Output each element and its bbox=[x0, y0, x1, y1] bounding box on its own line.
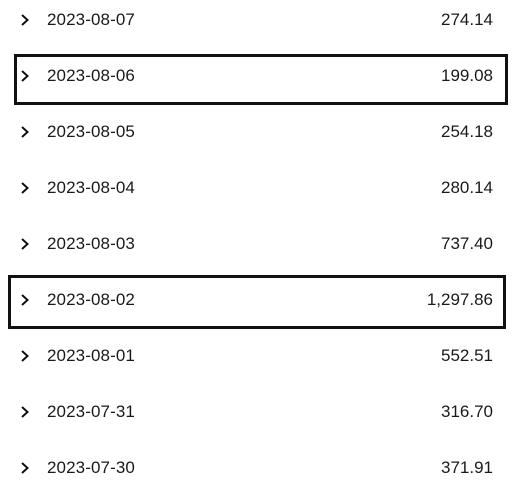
row-amount: 316.70 bbox=[441, 402, 493, 421]
row-amount: 371.91 bbox=[441, 458, 493, 477]
list-item[interactable]: 2023-08-05 254.18 bbox=[0, 104, 519, 160]
row-date: 2023-08-07 bbox=[47, 10, 135, 29]
row-amount: 254.18 bbox=[441, 122, 493, 141]
chevron-right-icon[interactable] bbox=[19, 238, 31, 250]
list-item[interactable]: 2023-08-07 274.14 bbox=[0, 0, 519, 48]
row-amount: 1,297.86 bbox=[426, 290, 493, 309]
row-amount: 274.14 bbox=[441, 10, 493, 29]
chevron-right-icon[interactable] bbox=[19, 14, 31, 26]
list-item[interactable]: 2023-08-02 1,297.86 bbox=[0, 272, 519, 328]
row-date: 2023-08-06 bbox=[47, 66, 135, 85]
list-item[interactable]: 2023-07-30 371.91 bbox=[0, 440, 519, 496]
row-amount: 280.14 bbox=[441, 178, 493, 197]
row-amount: 737.40 bbox=[441, 234, 493, 253]
chevron-right-icon[interactable] bbox=[19, 294, 31, 306]
row-amount: 199.08 bbox=[441, 66, 493, 85]
row-date: 2023-08-01 bbox=[47, 346, 135, 365]
row-date: 2023-07-30 bbox=[47, 458, 135, 477]
chevron-right-icon[interactable] bbox=[19, 126, 31, 138]
list-item[interactable]: 2023-08-06 199.08 bbox=[0, 48, 519, 104]
list-item[interactable]: 2023-08-04 280.14 bbox=[0, 160, 519, 216]
chevron-right-icon[interactable] bbox=[19, 182, 31, 194]
chevron-right-icon[interactable] bbox=[19, 350, 31, 362]
list-item[interactable]: 2023-08-01 552.51 bbox=[0, 328, 519, 384]
list-item[interactable]: 2023-08-03 737.40 bbox=[0, 216, 519, 272]
chevron-right-icon[interactable] bbox=[19, 70, 31, 82]
row-date: 2023-08-03 bbox=[47, 234, 135, 253]
row-date: 2023-08-04 bbox=[47, 178, 135, 197]
row-date: 2023-08-05 bbox=[47, 122, 135, 141]
chevron-right-icon[interactable] bbox=[19, 406, 31, 418]
row-date: 2023-07-31 bbox=[47, 402, 135, 421]
row-amount: 552.51 bbox=[441, 346, 493, 365]
list-item[interactable]: 2023-07-31 316.70 bbox=[0, 384, 519, 440]
chevron-right-icon[interactable] bbox=[19, 462, 31, 474]
row-date: 2023-08-02 bbox=[47, 290, 135, 309]
